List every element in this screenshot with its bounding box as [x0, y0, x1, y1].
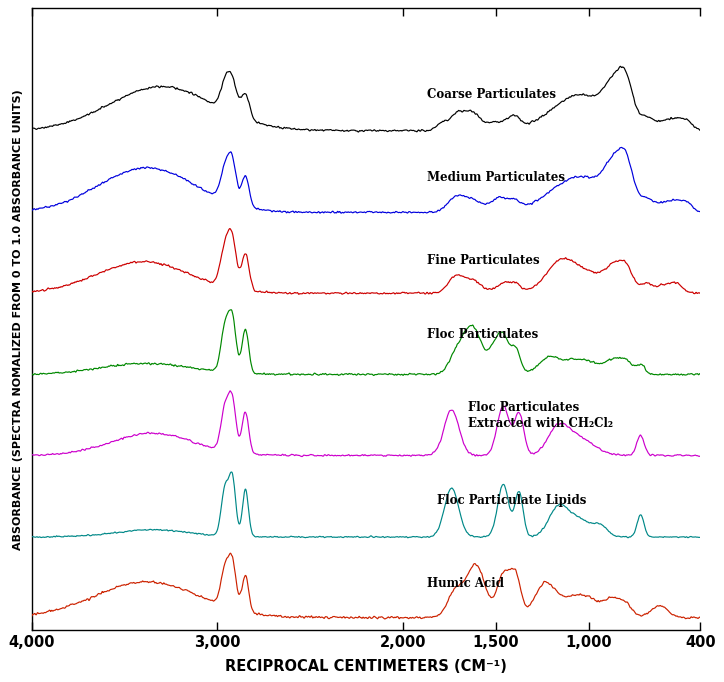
Text: Floc Particulates
Extracted with CH₂Cl₂: Floc Particulates Extracted with CH₂Cl₂ [468, 400, 613, 430]
Text: Fine Particulates: Fine Particulates [427, 254, 540, 267]
Text: Floc Particulate Lipids: Floc Particulate Lipids [437, 494, 586, 507]
Text: Medium Particulates: Medium Particulates [427, 170, 565, 183]
Text: Coarse Particulates: Coarse Particulates [427, 88, 556, 101]
Text: Humic Acid: Humic Acid [427, 576, 505, 589]
Text: Floc Particulates: Floc Particulates [427, 327, 539, 340]
Y-axis label: ABSORBANCE (SPECTRA NOMALIZED FROM 0 TO 1.0 ABSORBANCE UNITS): ABSORBANCE (SPECTRA NOMALIZED FROM 0 TO … [13, 89, 23, 550]
X-axis label: RECIPROCAL CENTIMETERS (CM⁻¹): RECIPROCAL CENTIMETERS (CM⁻¹) [225, 659, 507, 674]
